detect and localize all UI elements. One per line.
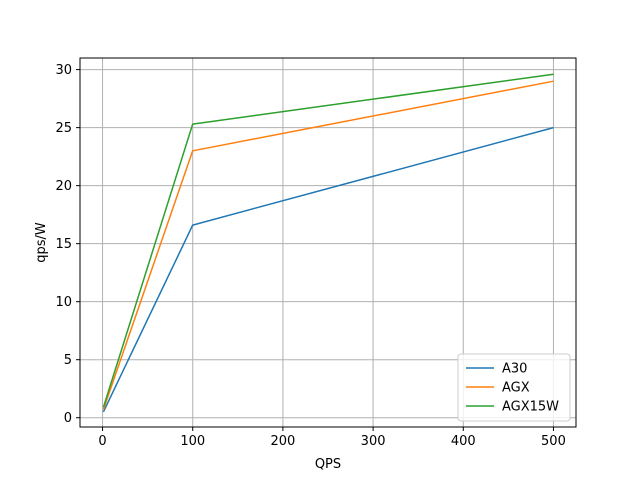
legend-label: AGX15W	[502, 400, 559, 415]
legend-label: AGX	[502, 381, 530, 396]
legend-label: A30	[502, 362, 527, 377]
series-line-agx15w	[102, 73, 554, 408]
x-tick-label: 200	[270, 434, 295, 449]
series-lines	[102, 73, 554, 413]
x-tick-label: 300	[361, 434, 386, 449]
series-line-a30	[102, 126, 554, 413]
series-line-agx	[102, 80, 554, 410]
y-axis-ticks: 0 5 10 15 20 25 30	[55, 63, 80, 426]
y-tick-label: 5	[64, 353, 72, 368]
y-tick-label: 25	[55, 121, 72, 136]
y-tick-label: 10	[55, 295, 72, 310]
legend-box	[457, 353, 571, 422]
x-tick-label: 500	[541, 434, 566, 449]
x-tick-label: 100	[180, 434, 205, 449]
grid-lines	[80, 58, 576, 427]
x-axis-label: QPS	[315, 457, 341, 472]
axes-frame	[79, 57, 577, 428]
y-tick-label: 30	[55, 63, 72, 78]
x-tick-label: 0	[98, 434, 106, 449]
x-axis-ticks: 0 100 200 300 400 500	[98, 427, 566, 449]
legend: A30 AGX AGX15W	[457, 353, 571, 422]
y-tick-label: 20	[55, 179, 72, 194]
y-tick-label: 0	[64, 411, 72, 426]
y-tick-label: 15	[55, 237, 72, 252]
y-axis-label: qps/W	[34, 222, 49, 263]
x-tick-label: 400	[451, 434, 476, 449]
